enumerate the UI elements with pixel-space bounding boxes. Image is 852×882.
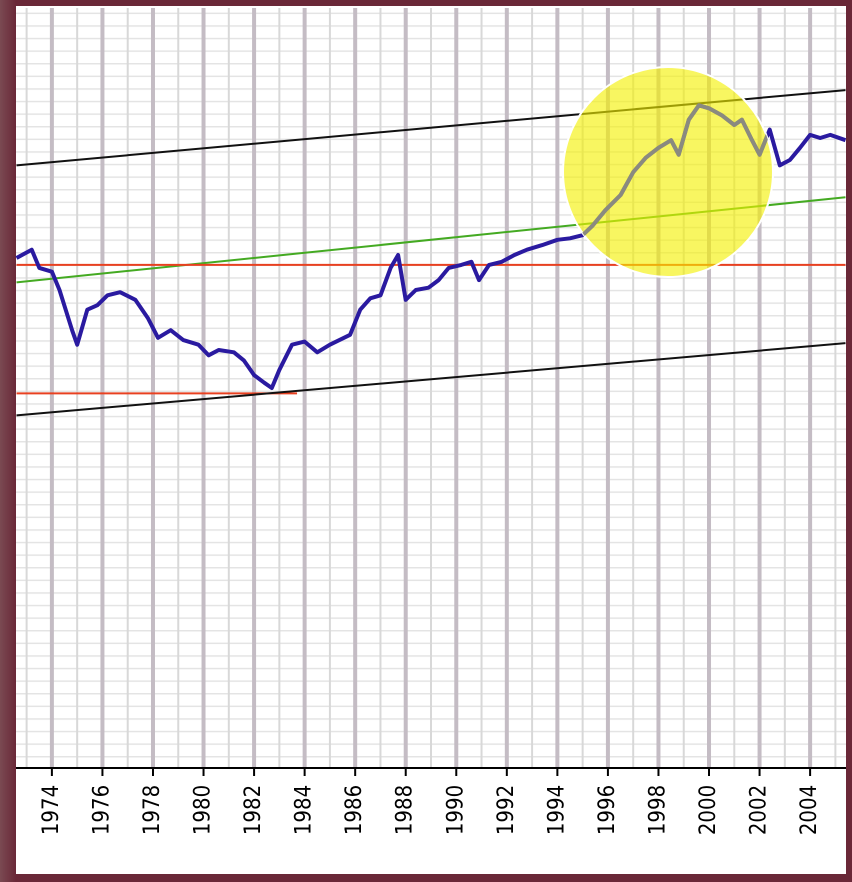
- x-tick-label: 1978: [140, 785, 165, 835]
- x-tick-label: 2004: [797, 785, 822, 835]
- grid: [25, 8, 837, 768]
- x-tick-label: 1986: [342, 785, 367, 835]
- x-tick-label: 1994: [544, 785, 569, 835]
- series-line-highlight: [563, 103, 773, 277]
- x-tick-label: 2000: [696, 785, 721, 835]
- x-tick-label: 1996: [595, 785, 620, 835]
- x-tick-label: 1982: [241, 785, 266, 835]
- x-axis-labels: 1974 1976 1978 1980 1982 1984 1986 1988 1990 1992…: [39, 768, 822, 835]
- trend-line: [16, 342, 846, 417]
- x-tick-label: 1984: [292, 785, 317, 835]
- x-tick-label: 1974: [39, 785, 64, 835]
- x-tick-label: 1992: [494, 785, 519, 835]
- x-tick-label: 1988: [393, 785, 418, 835]
- highlight-circle: [562, 66, 774, 278]
- x-tick-label: 1980: [191, 785, 216, 835]
- x-tick-label: 2002: [747, 785, 772, 835]
- x-tick-label: 1990: [443, 785, 468, 835]
- x-tick-label: 1976: [89, 785, 114, 835]
- highlight: [563, 103, 773, 277]
- x-tick-label: 1998: [645, 785, 670, 835]
